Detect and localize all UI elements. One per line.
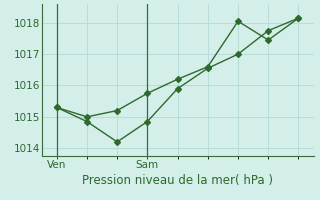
X-axis label: Pression niveau de la mer( hPa ): Pression niveau de la mer( hPa )	[82, 174, 273, 187]
